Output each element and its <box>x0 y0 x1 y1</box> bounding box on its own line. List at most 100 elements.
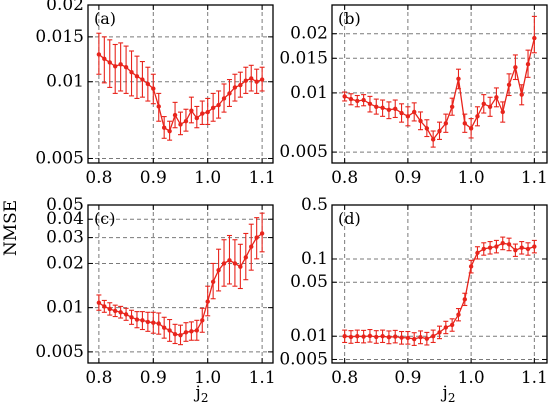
panel-b-point-27 <box>513 65 518 70</box>
panel-b-ytick-label-1: 0.01 <box>290 83 328 103</box>
panel-b-frame <box>331 4 548 164</box>
panel-d-point-8 <box>393 334 398 339</box>
panel-c-point-20 <box>205 299 210 304</box>
panel-b-point-0 <box>342 94 347 99</box>
panel-d-xtick-label-1: 0.9 <box>394 368 421 388</box>
panel-d-point-7 <box>386 335 392 340</box>
panel-d-point-6 <box>380 334 385 339</box>
panel-c-point-17 <box>189 329 194 334</box>
panel-a-point-28 <box>249 76 254 81</box>
panel-c-point-12 <box>161 325 167 330</box>
panel-a-point-5 <box>123 65 129 70</box>
panel-c-frame <box>87 204 274 364</box>
panel-b-point-12 <box>418 118 423 124</box>
panel-c-point-14 <box>172 331 178 337</box>
panel-a-point-11 <box>156 104 161 109</box>
panel-b-point-19 <box>462 121 467 126</box>
panel-c-xtick-label-2: 1.0 <box>194 368 221 388</box>
panel-b-point-21 <box>475 114 480 119</box>
panel-c-point-11 <box>156 321 161 326</box>
panel-c-ytick-label-1: 0.01 <box>46 298 84 318</box>
panel-c-ytick-label-3: 0.03 <box>46 228 84 248</box>
panel-a-point-10 <box>151 86 156 91</box>
panel-c-point-15 <box>178 332 183 338</box>
panel-c-series-line <box>98 232 263 336</box>
panel-d-frame <box>331 204 548 364</box>
panel-b-point-29 <box>525 61 531 67</box>
panel-c-ytick-label-5: 0.05 <box>46 195 84 215</box>
panel-d-point-25 <box>500 241 505 246</box>
panel-c-point-1 <box>102 304 107 309</box>
panel-d-point-10 <box>405 335 411 341</box>
panel-c-point-7 <box>134 317 140 322</box>
panel-a-errorbar-4 <box>118 42 124 92</box>
panel-b-point-7 <box>386 107 392 113</box>
panel-d-point-19 <box>462 297 467 302</box>
panel-a-point-0 <box>96 52 102 57</box>
panel-a: 0.8 0.9 1.0 1.1 0.005 0.01 0.015 0.02 (a) <box>35 0 275 188</box>
panel-c-label: (c) <box>94 209 115 228</box>
panel-a-point-2 <box>107 60 112 65</box>
x-axis-label-main: j <box>441 383 448 403</box>
panel-c-point-21 <box>210 279 216 284</box>
panel-a-point-4 <box>118 62 123 67</box>
panel-d-xtick-label-2: 1.0 <box>458 368 485 388</box>
panel-a-point-30 <box>259 77 265 82</box>
panel-b-point-8 <box>393 106 398 112</box>
panel-b: 0.8 0.9 1.0 1.1 0.005 0.01 0.015 0.02 (b) <box>279 4 548 188</box>
panel-c-point-9 <box>145 319 151 325</box>
panel-c-ytick-label-4: 0.04 <box>46 209 84 229</box>
panel-b-ytick-label-2: 0.015 <box>279 48 328 68</box>
panel-b-point-6 <box>380 105 385 110</box>
panel-a-point-8 <box>140 77 145 82</box>
panel-d-xtick-label-3: 1.1 <box>521 368 548 388</box>
panel-b-point-2 <box>355 98 360 104</box>
panel-d-point-17 <box>449 322 455 328</box>
panel-b-ytick-label-3: 0.02 <box>290 24 328 44</box>
panel-d-point-14 <box>430 334 436 339</box>
panel-b-point-22 <box>481 101 486 107</box>
panel-a-ytick-label-3: 0.02 <box>46 0 84 15</box>
panel-b-xtick-label-1: 0.9 <box>394 168 421 188</box>
panel-c-ytick-label-2: 0.02 <box>46 253 84 273</box>
panel-d-point-29 <box>525 246 531 252</box>
panel-b-point-24 <box>494 95 499 100</box>
panel-d-point-4 <box>367 333 373 339</box>
panel-c-point-2 <box>107 306 112 312</box>
panel-c-xtick-label-1: 0.9 <box>140 368 167 388</box>
panel-a-point-19 <box>200 111 205 116</box>
panel-b-point-13 <box>424 126 430 131</box>
panel-c-point-23 <box>221 261 227 266</box>
panel-a-point-20 <box>205 109 210 115</box>
panel-d-point-16 <box>443 325 449 330</box>
x-axis-label-subscript: 2 <box>201 391 209 403</box>
panel-d-point-2 <box>355 334 360 339</box>
panel-c-point-8 <box>140 318 145 323</box>
panel-b-point-1 <box>348 96 354 102</box>
panel-a-point-25 <box>232 85 238 90</box>
panel-a-point-14 <box>172 112 178 118</box>
panel-a-xtick-label-1: 0.9 <box>140 168 167 188</box>
panel-c-point-6 <box>129 315 134 320</box>
panel-a-frame <box>87 4 274 164</box>
panel-a-point-16 <box>183 119 189 124</box>
panel-c-point-19 <box>200 318 205 323</box>
panel-a-point-24 <box>227 91 232 96</box>
panel-c-point-28 <box>249 244 254 249</box>
panel-c-point-18 <box>194 328 200 333</box>
panel-d-point-1 <box>348 334 354 340</box>
panel-c-point-5 <box>123 312 129 317</box>
y-axis-label: NMSE <box>1 200 21 256</box>
panel-d-point-27 <box>513 247 518 253</box>
panel-a-errorbar-5 <box>123 45 129 94</box>
panel-c-point-26 <box>238 264 243 269</box>
panel-a-point-23 <box>221 96 227 101</box>
panel-b-point-30 <box>532 35 537 41</box>
panel-a-xtick-label-2: 1.0 <box>194 168 221 188</box>
panel-b-point-23 <box>487 104 493 109</box>
panel-b-point-11 <box>412 109 417 115</box>
panel-a-point-27 <box>243 78 248 83</box>
panel-b-errorbar-30 <box>531 15 537 54</box>
panel-d-point-22 <box>481 246 486 252</box>
